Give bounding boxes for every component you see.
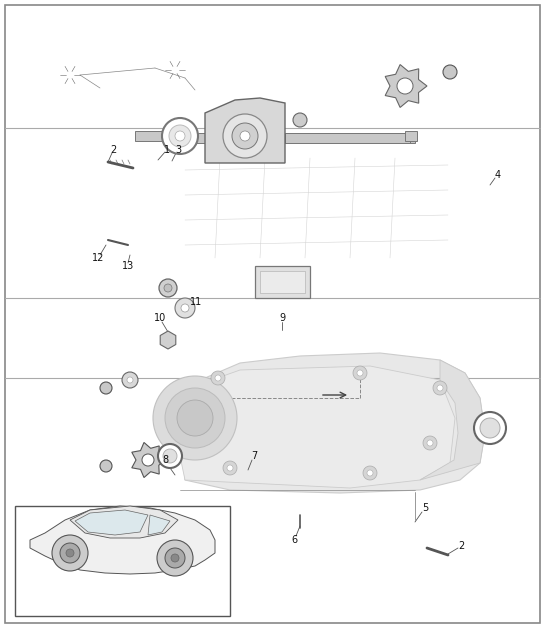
- Polygon shape: [205, 98, 285, 163]
- Circle shape: [211, 371, 225, 385]
- Text: 2: 2: [458, 541, 464, 551]
- Circle shape: [157, 540, 193, 576]
- Circle shape: [223, 114, 267, 158]
- Circle shape: [52, 535, 88, 571]
- Circle shape: [162, 118, 198, 154]
- Circle shape: [480, 418, 500, 438]
- Text: 9: 9: [279, 313, 285, 323]
- Circle shape: [171, 554, 179, 562]
- Circle shape: [127, 377, 133, 383]
- Polygon shape: [70, 506, 178, 538]
- Circle shape: [158, 444, 182, 468]
- Circle shape: [353, 366, 367, 380]
- Circle shape: [163, 449, 177, 463]
- Circle shape: [227, 465, 233, 471]
- Circle shape: [427, 440, 433, 446]
- Circle shape: [142, 454, 154, 466]
- Bar: [15, 506, 230, 616]
- Circle shape: [159, 279, 177, 297]
- Circle shape: [175, 298, 195, 318]
- Text: 13: 13: [122, 261, 134, 271]
- Bar: [285, 133, 410, 143]
- Polygon shape: [30, 506, 215, 574]
- Polygon shape: [178, 366, 455, 488]
- Polygon shape: [420, 360, 485, 480]
- Circle shape: [175, 131, 185, 141]
- Circle shape: [474, 412, 506, 444]
- Circle shape: [437, 385, 443, 391]
- Polygon shape: [148, 515, 170, 535]
- Polygon shape: [385, 65, 427, 107]
- Text: 6: 6: [291, 535, 297, 545]
- Text: 5: 5: [422, 503, 428, 513]
- Text: 1: 1: [164, 145, 170, 155]
- Bar: [135, 131, 179, 141]
- Circle shape: [169, 125, 191, 147]
- Circle shape: [177, 400, 213, 436]
- Text: 8: 8: [162, 455, 168, 465]
- Text: 3: 3: [175, 145, 181, 155]
- Circle shape: [60, 543, 80, 563]
- Polygon shape: [132, 443, 166, 477]
- Polygon shape: [160, 331, 176, 349]
- Circle shape: [293, 113, 307, 127]
- Bar: [255, 266, 310, 298]
- Text: 11: 11: [190, 297, 202, 307]
- Bar: [405, 131, 417, 141]
- Circle shape: [423, 436, 437, 450]
- Bar: [260, 271, 305, 293]
- Text: 7: 7: [251, 451, 257, 461]
- Circle shape: [443, 65, 457, 79]
- Text: 12: 12: [92, 253, 104, 263]
- Circle shape: [181, 304, 189, 312]
- Text: 2: 2: [110, 145, 116, 155]
- Circle shape: [367, 470, 373, 476]
- Circle shape: [165, 548, 185, 568]
- Circle shape: [223, 461, 237, 475]
- Circle shape: [215, 375, 221, 381]
- Polygon shape: [75, 510, 148, 535]
- Circle shape: [357, 370, 363, 376]
- Text: 10: 10: [154, 313, 166, 323]
- Circle shape: [165, 388, 225, 448]
- Polygon shape: [182, 353, 485, 493]
- Circle shape: [153, 376, 237, 460]
- Circle shape: [232, 123, 258, 149]
- Circle shape: [122, 372, 138, 388]
- Circle shape: [433, 381, 447, 395]
- Bar: [180, 133, 415, 143]
- Circle shape: [164, 284, 172, 292]
- Circle shape: [100, 460, 112, 472]
- Circle shape: [363, 466, 377, 480]
- Text: 4: 4: [495, 170, 501, 180]
- Circle shape: [66, 549, 74, 557]
- Circle shape: [240, 131, 250, 141]
- Circle shape: [100, 382, 112, 394]
- Circle shape: [397, 78, 413, 94]
